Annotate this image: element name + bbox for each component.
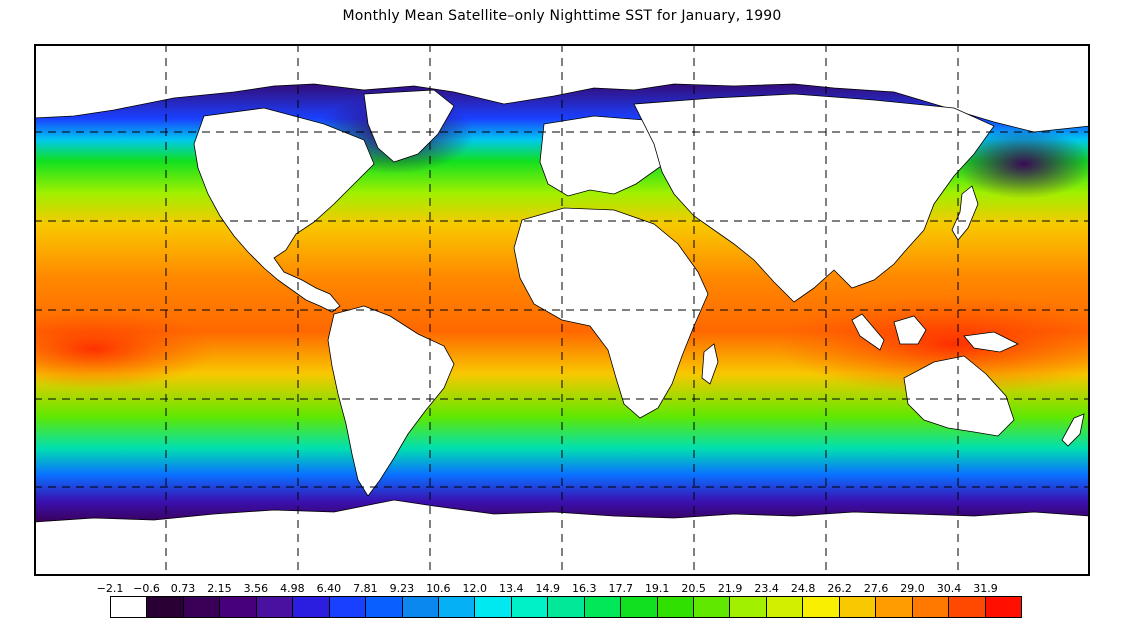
legend-tick-label: 14.9 [535, 582, 561, 595]
legend-tick-label: 12.0 [462, 582, 488, 595]
europe [539, 115, 675, 197]
legend-swatch [949, 597, 986, 617]
graticule [34, 44, 1090, 576]
legend-tick-label: 29.0 [900, 582, 925, 595]
legend-swatch [511, 597, 549, 617]
legend-tick-label: 26.2 [827, 582, 852, 595]
legend-swatch [111, 597, 148, 617]
legend-tick-label: 0.73 [170, 582, 196, 595]
legend-tick-label: 19.1 [644, 582, 670, 595]
legend-swatch [584, 597, 622, 617]
north-america [193, 107, 375, 313]
legend-tick-label: −0.6 [133, 582, 160, 595]
legend-tick-label: 9.23 [389, 582, 415, 595]
legend-swatch [548, 597, 585, 617]
legend-tick-label: 16.3 [571, 582, 597, 595]
legend-tick-label: 6.40 [316, 582, 342, 595]
australia [903, 355, 1015, 437]
legend-swatch [329, 597, 367, 617]
sumatra [851, 313, 885, 351]
madagascar [701, 343, 719, 385]
legend-swatch [730, 597, 767, 617]
legend-swatch [876, 597, 913, 617]
legend-tick-label: 3.56 [243, 582, 269, 595]
new-zealand [1061, 413, 1085, 447]
legend-swatch [621, 597, 658, 617]
color-legend [110, 596, 1022, 618]
legend-tick-label: 7.81 [353, 582, 378, 595]
sst-map [34, 44, 1090, 576]
legend-tick-label: 23.4 [754, 582, 779, 595]
legend-swatch [438, 597, 476, 617]
legend-tick-label: −2.1 [96, 582, 124, 595]
legend-swatch [402, 597, 439, 617]
legend-swatch [803, 597, 840, 617]
legend-swatch [766, 597, 804, 617]
legend-swatch [293, 597, 330, 617]
legend-swatch [912, 597, 950, 617]
map-border [34, 44, 1090, 576]
legend-swatch [147, 597, 184, 617]
legend-swatch [220, 597, 257, 617]
legend-swatch [183, 597, 221, 617]
legend-swatch [985, 597, 1021, 617]
legend-swatch [256, 597, 294, 617]
legend-swatch [657, 597, 694, 617]
legend-tick-label: 21.9 [717, 582, 743, 595]
warm-pool-east [34, 309, 214, 389]
legend-swatch [839, 597, 877, 617]
legend-swatch [475, 597, 512, 617]
asia [633, 93, 995, 303]
borneo [893, 315, 927, 345]
legend-swatch [366, 597, 403, 617]
map-title: Monthly Mean Satellite–only Nighttime SS… [342, 8, 782, 24]
legend-tick-label: 2.15 [207, 582, 232, 595]
legend-tick-label: 4.98 [280, 582, 305, 595]
okhotsk-cold [954, 129, 1090, 199]
new-guinea [963, 331, 1019, 353]
legend-swatch [694, 597, 731, 617]
legend-tick-label: 20.5 [681, 582, 706, 595]
legend-tick-label: 31.9 [973, 582, 998, 595]
legend-tick-label: 13.4 [499, 582, 524, 595]
legend-tick-labels: −2.1 −0.6 0.73 2.15 3.56 4.98 6.40 7.81 9.23 10.6… [97, 582, 1060, 596]
legend-tick-label: 24.8 [790, 582, 816, 595]
legend-tick-label: 10.6 [426, 582, 451, 595]
south-america [327, 305, 455, 497]
legend-tick-label: 30.4 [936, 582, 962, 595]
legend-tick-label: 17.7 [608, 582, 633, 595]
legend-tick-label: 27.6 [863, 582, 889, 595]
